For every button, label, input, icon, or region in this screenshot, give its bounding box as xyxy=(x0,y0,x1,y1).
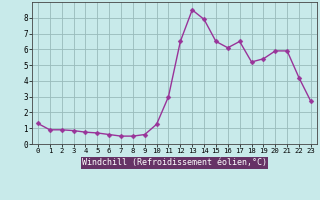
X-axis label: Windchill (Refroidissement éolien,°C): Windchill (Refroidissement éolien,°C) xyxy=(82,158,267,167)
